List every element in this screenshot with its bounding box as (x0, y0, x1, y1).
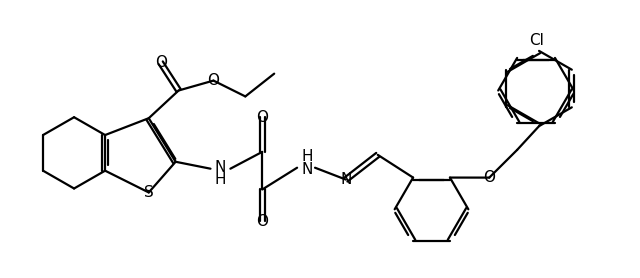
Text: O: O (256, 110, 268, 125)
Text: O: O (155, 55, 166, 70)
Text: S: S (144, 185, 154, 200)
Text: N: N (340, 172, 351, 187)
Text: Cl: Cl (530, 33, 545, 48)
Text: O: O (256, 214, 268, 229)
Text: O: O (483, 170, 495, 185)
Text: H: H (301, 149, 313, 164)
Text: N: N (301, 162, 313, 177)
Text: O: O (207, 73, 220, 88)
Text: H: H (214, 172, 226, 187)
Text: N: N (215, 160, 226, 175)
